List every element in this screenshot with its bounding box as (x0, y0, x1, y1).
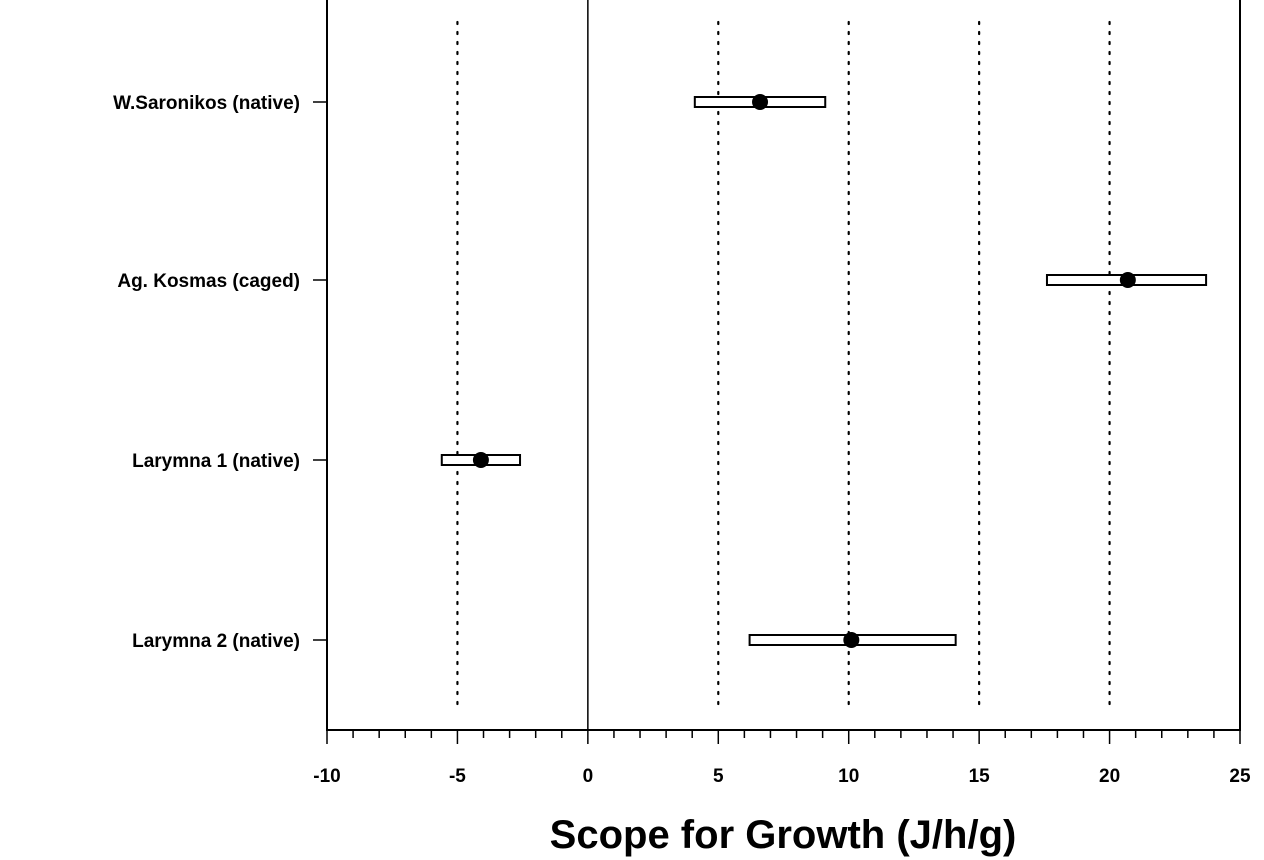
x-tick-label: -10 (313, 766, 340, 787)
x-ticks-layer: -10 -5 0 5 10 15 20 25 (313, 730, 1251, 787)
y-category-label: W.Saronikos (native) (113, 93, 300, 114)
y-category-label: Larymna 2 (native) (132, 631, 300, 652)
y-category-label: Ag. Kosmas (caged) (117, 271, 300, 292)
x-tick-label: 15 (969, 766, 991, 787)
axes-layer (326, 0, 1241, 731)
marks-layer (440, 94, 1208, 648)
mean-point (843, 632, 860, 648)
x-tick-label: 25 (1229, 766, 1251, 787)
x-axis-title: Scope for Growth (J/h/g) (550, 813, 1017, 857)
x-tick-label: 5 (713, 766, 724, 787)
mean-point (1119, 272, 1136, 288)
x-tick-label: -5 (449, 766, 466, 787)
x-tick-label: 10 (838, 766, 859, 787)
x-tick-label: 20 (1099, 766, 1120, 787)
category-layer: W.Saronikos (native) Ag. Kosmas (caged) La… (113, 93, 327, 652)
mean-point (752, 94, 769, 110)
y-category-label: Larymna 1 (native) (132, 451, 300, 472)
x-tick-label: 0 (583, 766, 594, 787)
mean-point (472, 452, 489, 468)
grid-layer (456, 20, 1111, 714)
plot-frame (326, 0, 1241, 731)
